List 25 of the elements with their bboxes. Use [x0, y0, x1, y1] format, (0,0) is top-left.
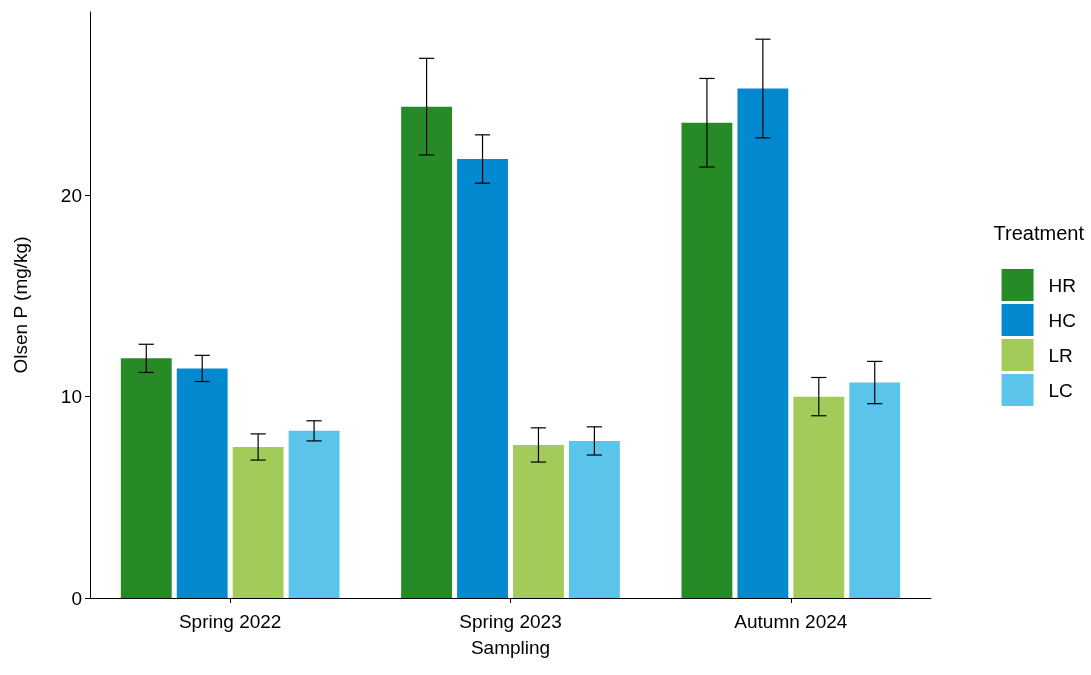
legend-label: HC — [1048, 309, 1077, 331]
bar — [737, 88, 789, 598]
bar — [288, 430, 340, 598]
y-tick-label: 0 — [71, 587, 82, 609]
x-tick-label: Spring 2023 — [459, 611, 562, 632]
bar — [681, 122, 733, 598]
bar — [513, 444, 564, 598]
bar — [120, 358, 172, 598]
y-tick-label: 20 — [60, 184, 82, 206]
legend-label: LR — [1048, 344, 1073, 366]
bar — [232, 446, 284, 598]
bar — [568, 440, 620, 598]
bar — [849, 382, 901, 598]
legend-label: HR — [1048, 274, 1077, 296]
bar — [793, 396, 845, 598]
x-tick-label: Autumn 2024 — [734, 611, 848, 632]
bar — [401, 106, 453, 598]
bar — [176, 368, 228, 598]
x-tick-label: Spring 2022 — [178, 611, 282, 632]
legend-title: Treatment — [993, 222, 1085, 244]
y-axis-title: Olsen P (mg/kg) — [10, 236, 31, 374]
bar — [457, 159, 508, 598]
legend-label: LC — [1048, 379, 1073, 401]
y-tick-label: 10 — [60, 386, 82, 408]
x-axis-title: Sampling — [470, 637, 551, 658]
